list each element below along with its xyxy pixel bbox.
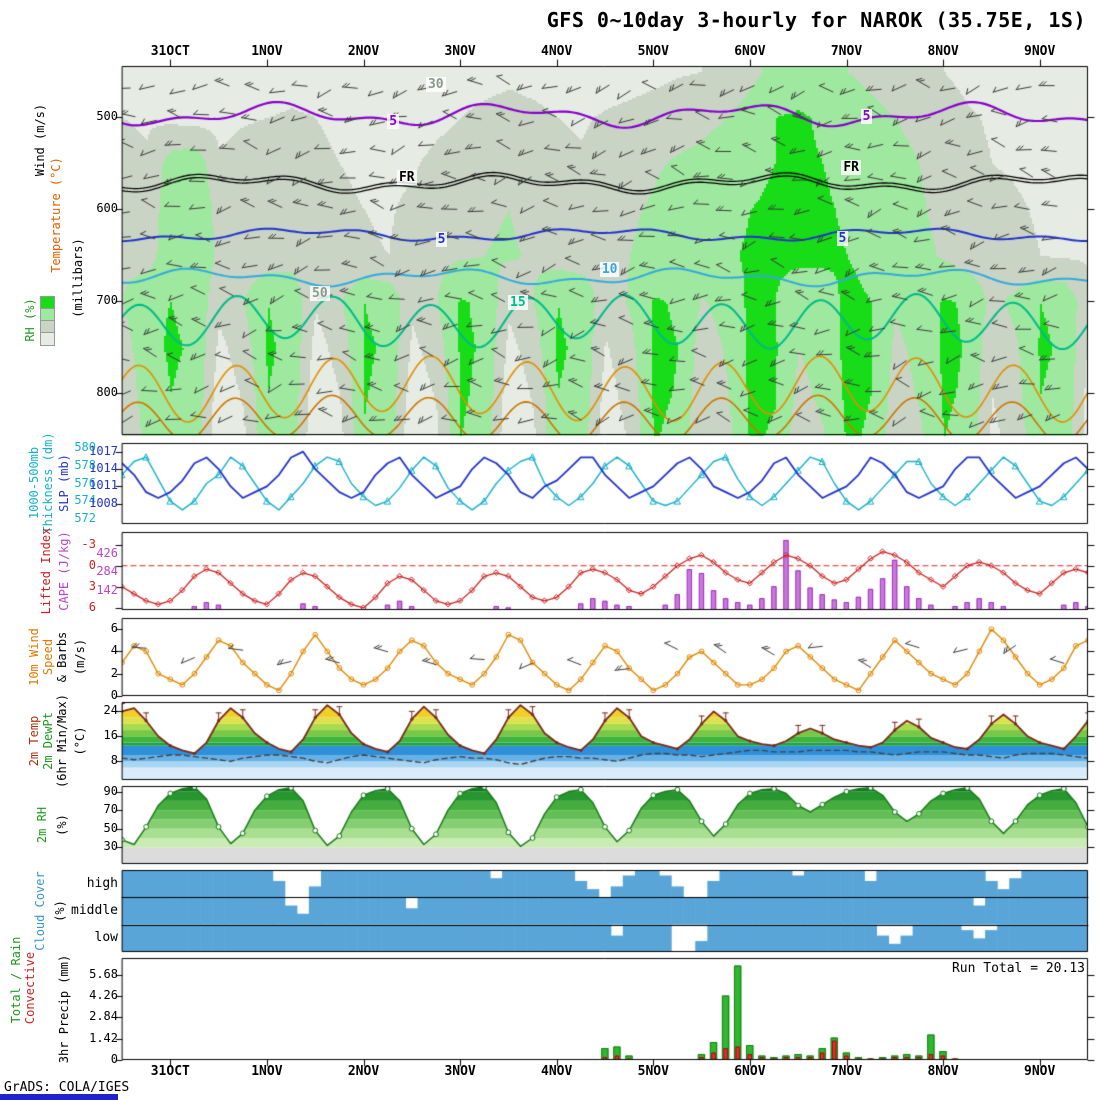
p8-tick-label: 1.42	[89, 1030, 118, 1045]
axis-day-label-bottom: 7NOV	[830, 1064, 863, 1079]
contour-label-5: 5	[435, 232, 448, 248]
p3-cape-tick-label: 426	[96, 545, 118, 560]
cloud-row-label-high: high	[86, 875, 118, 891]
axis-day-label-top: 2NOV	[347, 44, 380, 59]
p2-thickness-tick-label: 572	[74, 510, 96, 525]
p1-pressure-tick-label: 600	[96, 200, 118, 215]
p8-total-rain-label: Total / Rain	[9, 936, 23, 1024]
axis-day-label-top: 9NOV	[1024, 44, 1056, 59]
p3-li-tick-label: 3	[88, 578, 96, 593]
axis-day-label-top: 31OCT	[150, 44, 190, 59]
axis-day-label-bottom: 1NOV	[251, 1064, 283, 1079]
p1-pressure-tick-label: 700	[96, 293, 118, 308]
contour-label-FR: FR	[396, 169, 417, 185]
p4-wind-label: 10m Wind	[27, 628, 41, 686]
axis-day-label-top: 3NOV	[444, 44, 476, 59]
p2-slp-tick-label: 1017	[89, 443, 118, 458]
grads-stamp: GrADS: COLA/IGES	[4, 1080, 130, 1095]
p6-rh-label: 2m RH	[35, 806, 49, 844]
p2-thickness-tick-label: 580	[74, 440, 96, 455]
p3-cape-tick-label: 142	[96, 583, 118, 598]
axis-day-label-bottom: 9NOV	[1024, 1064, 1056, 1079]
cloud-row-label-low: low	[94, 930, 118, 946]
page-title: GFS 0~10day 3-hourly for NAROK (35.75E, …	[546, 8, 1086, 32]
p3-li-tick-label: 0	[88, 557, 96, 572]
p7-cloud-cover-label: Cloud Cover	[33, 871, 47, 951]
p2-thickness-tick-label: 574	[74, 493, 96, 508]
contour-label-30: 30	[425, 77, 446, 93]
axis-day-label-top: 8NOV	[927, 44, 959, 59]
p2-thickness-tick-label: 578	[74, 457, 96, 472]
p1-pressure-tick-label: 800	[96, 385, 118, 400]
p6-tick-label: 50	[103, 820, 118, 835]
p1-pressure-tick-label: 500	[96, 108, 118, 123]
axis-day-label-bottom: 4NOV	[541, 1064, 573, 1079]
p4-tick-label: 2	[110, 665, 118, 680]
p8-convective-label: Convective	[23, 951, 37, 1025]
axis-day-label-top: 1NOV	[251, 44, 283, 59]
p1-wind-axis-label: Wind (m/s)	[33, 103, 47, 177]
p5-temp-label: 2m Temp	[27, 715, 41, 767]
contour-label-5: 5	[836, 230, 849, 246]
p5-tick-label: 16	[103, 728, 118, 743]
p3-li-tick-label: 6	[88, 599, 96, 614]
p5-tick-label: 8	[110, 753, 118, 768]
p4-speed-label: Speed	[41, 638, 55, 676]
p2-slp-tick-label: 1011	[89, 478, 118, 493]
contour-label-10: 10	[599, 261, 620, 277]
axis-day-label-bottom: 2NOV	[347, 1064, 380, 1079]
axis-day-label-top: 4NOV	[541, 44, 573, 59]
p8-tick-label: 2.84	[89, 1009, 118, 1024]
axis-day-label-bottom: 8NOV	[927, 1064, 959, 1079]
axis-day-label-top: 5NOV	[637, 44, 669, 59]
p8-tick-label: 4.26	[89, 988, 118, 1003]
axis-day-label-bottom: 31OCT	[150, 1064, 190, 1079]
p2-slp-tick-label: 1008	[89, 495, 118, 510]
p4-tick-label: 0	[110, 688, 118, 702]
axis-day-label-bottom: 5NOV	[637, 1064, 669, 1079]
p6-tick-label: 30	[103, 839, 118, 854]
p6-tick-label: 90	[103, 783, 118, 798]
p2-thickness-tick-label: 576	[74, 475, 96, 490]
p6-tick-label: 70	[103, 802, 118, 817]
p5-dew-label: 2m DewPt	[41, 712, 55, 770]
axis-day-label-bottom: 3NOV	[444, 1064, 476, 1079]
p4-tick-label: 4	[110, 643, 118, 658]
axis-day-label-top: 6NOV	[734, 44, 766, 59]
p2-slp-tick-label: 1014	[89, 461, 118, 476]
contour-label-5: 5	[860, 108, 873, 124]
p5-tick-label: 24	[103, 703, 118, 718]
grads-logo-bar	[0, 1094, 118, 1100]
p1-temperature-axis-label: Temperature (°C)	[49, 157, 63, 273]
contour-label-50: 50	[310, 285, 330, 301]
p8-tick-label: 5.68	[89, 966, 118, 981]
axis-day-label-bottom: 6NOV	[734, 1064, 766, 1079]
rh-colorbar-swatch	[40, 332, 55, 346]
p4-tick-label: 6	[110, 621, 118, 636]
p3-cape-tick-label: 284	[96, 564, 118, 579]
p3-li-tick-label: -3	[81, 536, 96, 551]
contour-label-FR: FR	[841, 160, 861, 176]
axis-day-label-top: 7NOV	[830, 44, 863, 59]
p8-tick-label: 0	[110, 1052, 118, 1066]
contour-label-15: 15	[508, 295, 528, 311]
cloud-row-label-middle: middle	[71, 903, 118, 918]
run-total-annotation: Run Total = 20.13	[951, 961, 1085, 976]
contour-label-5: 5	[387, 114, 400, 130]
p1-rh-axis-label: RH (%)	[23, 298, 37, 342]
